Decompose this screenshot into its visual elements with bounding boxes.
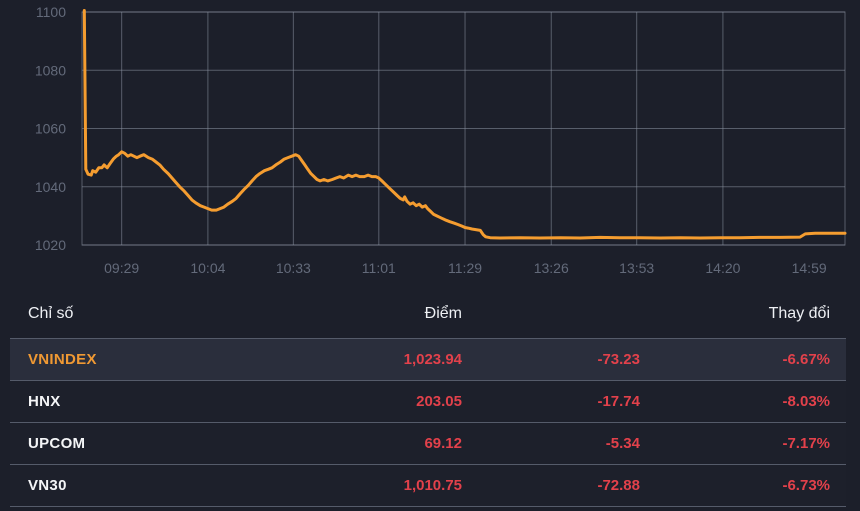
table-row-vnindex[interactable]: VNINDEX 1,023.94 -73.23 -6.67%: [10, 338, 846, 380]
col-header-points: Điểm: [424, 305, 462, 322]
col-header-index: Chỉ số: [28, 305, 74, 322]
x-tick-label: 13:26: [534, 260, 569, 276]
index-table: Chỉ số Điểm Thay đổi VNINDEX 1,023.94 -73.…: [0, 290, 860, 507]
index-change: -17.74: [597, 393, 640, 410]
table-row-hnx[interactable]: HNX 203.05 -17.74 -8.03%: [10, 380, 846, 422]
index-change: -72.88: [597, 477, 640, 494]
x-tick-label: 11:29: [448, 260, 482, 276]
index-change-pct: -7.17%: [782, 435, 830, 452]
table-row-vn30[interactable]: VN30 1,010.75 -72.88 -6.73%: [10, 464, 846, 507]
x-tick-label: 13:53: [619, 260, 654, 276]
index-table-body: VNINDEX 1,023.94 -73.23 -6.67% HNX 203.05 -17.…: [10, 338, 846, 507]
y-tick-label: 1060: [35, 121, 66, 137]
y-tick-label: 1020: [35, 237, 66, 253]
index-points: 203.05: [416, 393, 462, 410]
index-change-pct: -6.67%: [782, 351, 830, 368]
y-tick-label: 1100: [36, 4, 66, 20]
y-tick-label: 1080: [35, 62, 66, 78]
index-chart: 1100 1080 1060 1040 1020 09:29 10:04 10:33 11:01…: [35, 4, 847, 276]
index-points: 1,023.94: [403, 351, 462, 368]
index-name: UPCOM: [28, 435, 86, 452]
index-name: VNINDEX: [28, 351, 97, 368]
x-tick-label: 10:33: [276, 260, 311, 276]
index-points: 69.12: [424, 435, 462, 452]
index-change-pct: -8.03%: [782, 393, 830, 410]
index-price-line: [82, 9, 847, 240]
x-tick-label: 14:59: [792, 260, 827, 276]
x-tick-label: 14:20: [705, 260, 740, 276]
x-tick-label: 11:01: [362, 260, 396, 276]
table-row-upcom[interactable]: UPCOM 69.12 -5.34 -7.17%: [10, 422, 846, 464]
y-tick-label: 1040: [35, 179, 66, 195]
index-change-pct: -6.73%: [782, 477, 830, 494]
index-table-header: Chỉ số Điểm Thay đổi: [0, 290, 860, 338]
index-name: VN30: [28, 477, 67, 494]
index-chart-panel: 1100 1080 1060 1040 1020 09:29 10:04 10:33 11:01…: [35, 4, 847, 276]
x-tick-label: 10:04: [190, 260, 225, 276]
x-tick-label: 09:29: [104, 260, 139, 276]
index-points: 1,010.75: [403, 477, 462, 494]
plot-border: [81, 11, 846, 246]
index-name: HNX: [28, 393, 61, 410]
index-change: -73.23: [597, 351, 640, 368]
index-change: -5.34: [605, 435, 640, 452]
col-header-change: Thay đổi: [768, 305, 830, 322]
